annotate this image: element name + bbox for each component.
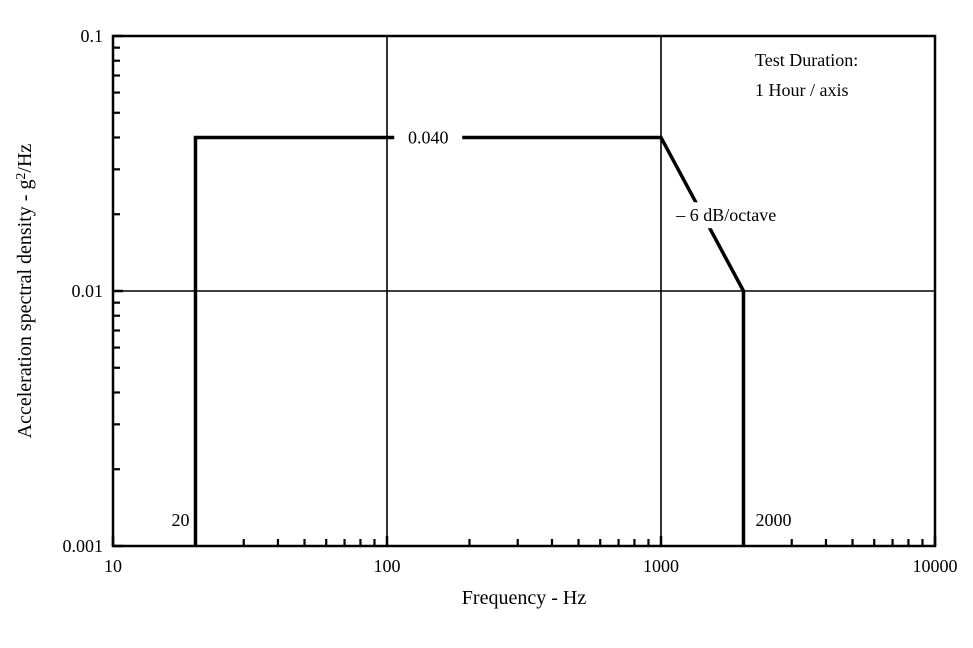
x-tick-label: 10	[104, 556, 122, 576]
slope-label: – 6 dB/octave	[675, 205, 776, 225]
x-tick-label: 10000	[913, 556, 958, 576]
note-line-2: 1 Hour / axis	[755, 80, 849, 100]
y-tick-label: 0.01	[72, 281, 104, 301]
y-tick-label: 0.001	[63, 536, 104, 556]
note-line-1: Test Duration:	[755, 50, 858, 70]
plateau-value-label: 0.040	[408, 127, 449, 147]
x-axis-label: Frequency - Hz	[462, 587, 587, 609]
y-tick-label: 0.1	[81, 26, 104, 46]
y-axis-label: Acceleration spectral density - g2/Hz	[14, 144, 36, 439]
right-freq-label: 2000	[755, 510, 791, 530]
psd-chart-container: { "chart": { "type": "line-loglog", "wid…	[0, 0, 973, 648]
x-tick-label: 100	[374, 556, 401, 576]
left-freq-label: 20	[171, 510, 189, 530]
x-tick-label: 1000	[643, 556, 679, 576]
psd-chart: 10 100 1000 10000 0.001 0.01 0.1 0.040 – 6 dB/oc…	[0, 0, 973, 648]
